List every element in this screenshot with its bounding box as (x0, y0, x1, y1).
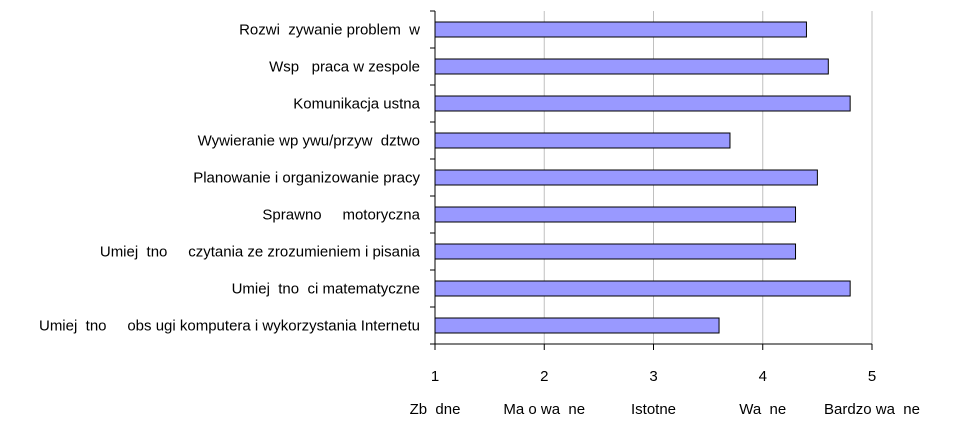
bar (434, 206, 797, 223)
category-label: Umiej tno obs ugi komputera i wykorzysta… (39, 318, 420, 335)
bar (434, 243, 797, 260)
bar (434, 317, 720, 334)
x-scale-labels: Zb dne Ma o wa ne Istotne Wa ne Bardzo wa ne (410, 401, 920, 418)
category-label: Wywieranie wp ywu/przyw dztwo (198, 133, 420, 150)
category-label: Komunikacja ustna (293, 96, 420, 113)
category-label: Umiej tno czytania ze zrozumieniem i pis… (100, 244, 421, 261)
x-tick-label: 2 (540, 368, 548, 385)
category-label: Sprawno motoryczna (262, 207, 420, 224)
x-tick-label: 1 (431, 368, 439, 385)
x-tick-labels: 1 2 3 4 5 (431, 368, 876, 385)
category-label: Rozwi zywanie problem w (239, 22, 420, 39)
x-scale-label: Istotne (631, 401, 676, 418)
bar (434, 95, 851, 112)
x-tick-label: 3 (649, 368, 657, 385)
bar (434, 169, 818, 186)
x-scale-label: Bardzo wa ne (824, 401, 920, 418)
bar (434, 280, 851, 297)
axes (430, 10, 873, 350)
x-tick-label: 4 (759, 368, 767, 385)
bar (434, 21, 807, 38)
bar (434, 132, 731, 149)
bar (434, 58, 829, 75)
x-scale-label: Zb dne (410, 401, 461, 418)
category-label: Planowanie i organizowanie pracy (193, 170, 420, 187)
x-scale-label: Wa ne (739, 401, 786, 418)
category-labels: Rozwi zywanie problem w Wsp praca w zespo… (39, 22, 421, 335)
bars (434, 21, 851, 334)
x-tick-label: 5 (868, 368, 876, 385)
x-scale-label: Ma o wa ne (503, 401, 585, 418)
category-label: Umiej tno ci matematyczne (232, 281, 420, 298)
category-label: Wsp praca w zespole (269, 59, 420, 76)
